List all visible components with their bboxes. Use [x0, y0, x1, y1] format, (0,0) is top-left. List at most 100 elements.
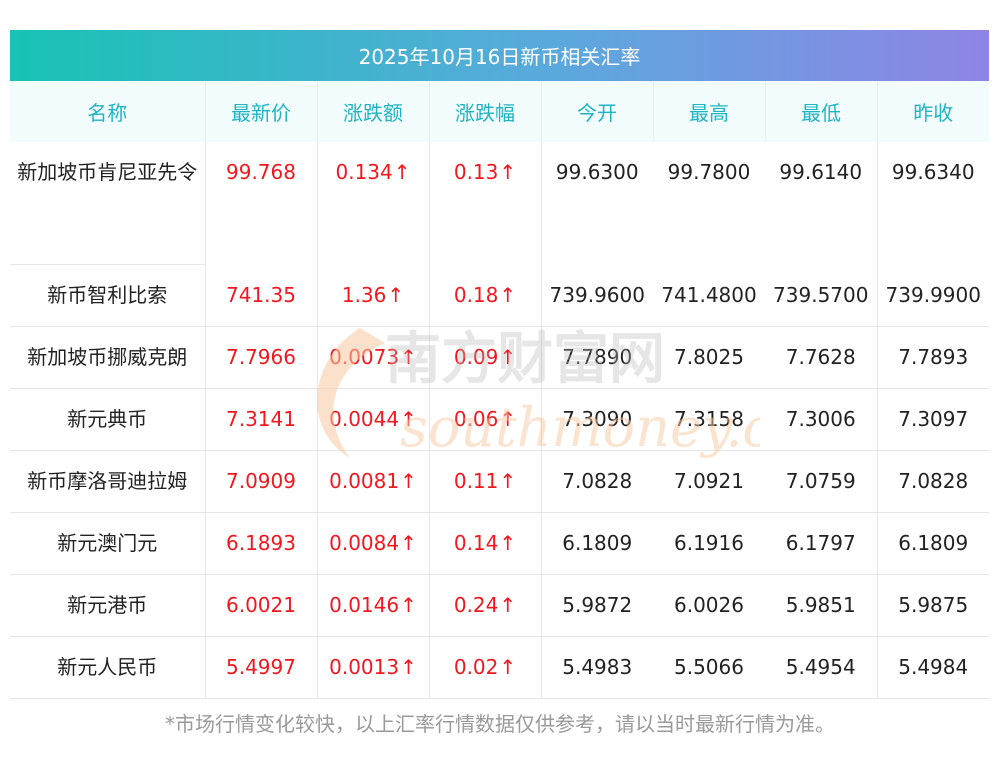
cell-name: 新元澳门元	[10, 512, 206, 575]
cell-open: 7.0828	[541, 450, 653, 513]
cell-open: 99.6300	[555, 160, 639, 184]
cell-change-pct: 0.18↑	[429, 264, 542, 327]
cell-low: 7.3006	[765, 388, 878, 451]
cell-change-pct: 0.11↑	[429, 450, 542, 513]
up-arrow-icon: ↑	[400, 655, 417, 679]
cell-open: 739.9600	[541, 264, 653, 327]
up-arrow-icon: ↑	[400, 531, 417, 555]
cell-change: 0.0013↑	[317, 636, 430, 699]
header-col-open: 今开	[541, 81, 654, 142]
cell-prev-close: 99.6340	[891, 160, 975, 184]
cell-name: 新元港币	[10, 574, 206, 637]
table-row: 新币智利比索 741.35 1.36↑ 0.18↑ 739.9600 741.4800 73…	[10, 264, 989, 327]
header-col-prev-close: 昨收	[877, 81, 989, 142]
cell-name: 新元典币	[10, 388, 206, 451]
table-row: 新元典币 7.3141 0.0044↑ 0.06↑ 7.3090 7.3158 7.3006…	[10, 388, 989, 451]
table-header-row: 名称 最新价 涨跌额 涨跌幅 今开 最高 最低 昨收	[10, 81, 989, 142]
cell-prev-close: 6.1809	[877, 512, 989, 575]
exchange-rate-table: 名称 最新价 涨跌额 涨跌幅 今开 最高 最低 昨收 新加坡币肯尼亚先令 99.768 0.134…	[10, 81, 989, 699]
cell-latest: 7.3141	[205, 388, 318, 451]
cell-change-pct: 0.09↑	[429, 326, 542, 389]
header-col-change: 涨跌额	[317, 81, 430, 142]
cell-open: 7.7890	[541, 326, 653, 389]
cell-change: 0.0084↑	[317, 512, 430, 575]
header-col-change-pct: 涨跌幅	[429, 81, 542, 142]
cell-low: 6.1797	[765, 512, 878, 575]
cell-open: 5.4983	[541, 636, 653, 699]
rate-table-container: 2025年10月16日新币相关汇率 名称 最新价 涨跌额 涨跌幅 今开 最高 最低 昨收 新加…	[10, 30, 989, 699]
table-body: 新加坡币肯尼亚先令 99.768 0.134↑ 0.13↑ 99.6300 99.7800…	[10, 142, 989, 699]
table-row: 新币摩洛哥迪拉姆 7.0909 0.0081↑ 0.11↑ 7.0828 7.0921 7.…	[10, 450, 989, 513]
cell-prev-close: 7.7893	[877, 326, 989, 389]
header-col-high: 最高	[653, 81, 766, 142]
up-arrow-icon: ↑	[499, 282, 517, 307]
up-arrow-icon: ↑	[499, 407, 517, 431]
cell-low: 739.5700	[765, 264, 878, 327]
header-col-name: 名称	[10, 81, 206, 142]
table-row: 新元澳门元 6.1893 0.0084↑ 0.14↑ 6.1809 6.1916 6.179…	[10, 512, 989, 575]
table-title: 2025年10月16日新币相关汇率	[10, 30, 989, 81]
footnote: *市场行情变化较快，以上汇率行情数据仅供参考，请以当时最新行情为准。	[165, 712, 835, 736]
cell-open: 7.3090	[541, 388, 653, 451]
cell-change-pct: 0.13↑	[429, 142, 542, 264]
cell-name: 新加坡币肯尼亚先令	[10, 142, 206, 265]
cell-high: 5.5066	[653, 636, 765, 699]
cell-change: 1.36↑	[317, 264, 430, 327]
cell-latest: 6.0021	[205, 574, 318, 637]
cell-name: 新元人民币	[10, 636, 206, 699]
up-arrow-icon: ↑	[393, 160, 411, 184]
up-arrow-icon: ↑	[499, 469, 517, 493]
cell-change: 0.0081↑	[317, 450, 430, 513]
cell-low: 5.9851	[765, 574, 878, 637]
cell-change: 0.0073↑	[317, 326, 430, 389]
table-row: 新元人民币 5.4997 0.0013↑ 0.02↑ 5.4983 5.5066 5.495…	[10, 636, 989, 699]
table-row: 新加坡币挪威克朗 7.7966 0.0073↑ 0.09↑ 7.7890 7.8025 7.…	[10, 326, 989, 389]
cell-prev-close: 5.4984	[877, 636, 989, 699]
cell-latest: 6.1893	[205, 512, 318, 575]
cell-high: 6.0026	[653, 574, 765, 637]
table-row: 新加坡币肯尼亚先令 99.768 0.134↑ 0.13↑ 99.6300 99.7800…	[10, 142, 989, 265]
up-arrow-icon: ↑	[400, 593, 417, 617]
cell-name: 新币智利比索	[10, 264, 206, 327]
cell-prev-close: 5.9875	[877, 574, 989, 637]
cell-latest: 7.0909	[205, 450, 318, 513]
cell-change: 0.134↑	[317, 142, 430, 264]
cell-low: 7.7628	[765, 326, 878, 389]
cell-open: 6.1809	[541, 512, 653, 575]
cell-high: 7.0921	[653, 450, 765, 513]
cell-open: 5.9872	[541, 574, 653, 637]
up-arrow-icon: ↑	[499, 655, 517, 679]
cell-name: 新币摩洛哥迪拉姆	[10, 450, 206, 513]
up-arrow-icon: ↑	[387, 282, 405, 307]
cell-name: 新加坡币挪威克朗	[10, 326, 206, 389]
cell-high: 7.8025	[653, 326, 765, 389]
cell-high: 99.7800	[667, 160, 751, 184]
cell-change: 0.0146↑	[317, 574, 430, 637]
cell-low: 7.0759	[765, 450, 878, 513]
table-row: 新元港币 6.0021 0.0146↑ 0.24↑ 5.9872 6.0026 5.9851…	[10, 574, 989, 637]
up-arrow-icon: ↑	[499, 531, 517, 555]
cell-latest: 99.768	[205, 142, 318, 264]
cell-change-pct: 0.24↑	[429, 574, 542, 637]
cell-low: 5.4954	[765, 636, 878, 699]
up-arrow-icon: ↑	[400, 345, 417, 369]
cell-change: 0.0044↑	[317, 388, 430, 451]
cell-high: 741.4800	[653, 264, 765, 327]
cell-change-pct: 0.02↑	[429, 636, 542, 699]
up-arrow-icon: ↑	[499, 345, 517, 369]
up-arrow-icon: ↑	[499, 160, 517, 184]
up-arrow-icon: ↑	[499, 593, 517, 617]
cell-change-pct: 0.14↑	[429, 512, 542, 575]
cell-change-pct: 0.06↑	[429, 388, 542, 451]
cell-prev-close: 739.9900	[877, 264, 989, 327]
up-arrow-icon: ↑	[400, 407, 417, 431]
cell-high: 7.3158	[653, 388, 765, 451]
cell-prev-close: 7.3097	[877, 388, 989, 451]
header-col-latest: 最新价	[205, 81, 318, 142]
cell-latest: 741.35	[205, 264, 318, 327]
cell-low: 99.6140	[765, 142, 878, 264]
cell-latest: 5.4997	[205, 636, 318, 699]
up-arrow-icon: ↑	[400, 469, 417, 493]
header-col-low: 最低	[765, 81, 878, 142]
cell-high: 6.1916	[653, 512, 765, 575]
